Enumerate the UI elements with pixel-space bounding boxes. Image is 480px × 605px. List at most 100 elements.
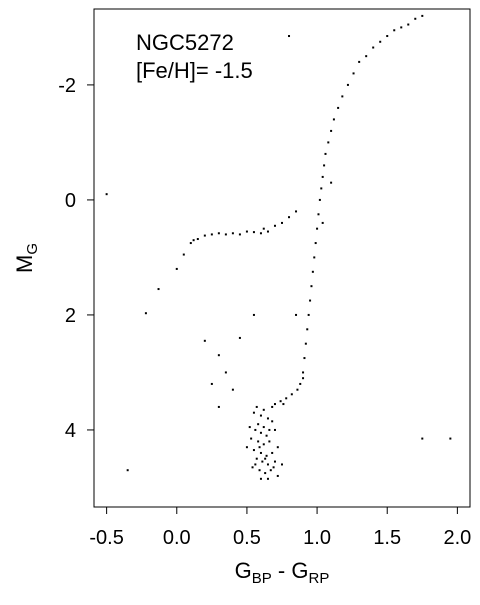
point [210, 233, 213, 236]
point [266, 417, 269, 420]
annotation: NGC5272 [136, 30, 234, 55]
point [421, 437, 424, 440]
point [311, 270, 314, 273]
point [414, 17, 417, 20]
x-label-part: - G [272, 558, 309, 583]
point [271, 420, 274, 423]
point [421, 14, 424, 17]
annotation: [Fe/H]= -1.5 [136, 58, 253, 83]
point [259, 477, 262, 480]
point [259, 232, 262, 235]
point [400, 26, 403, 29]
point [318, 198, 321, 201]
point [245, 446, 248, 449]
point [269, 469, 272, 472]
x-label-part: RP [308, 570, 329, 587]
point [266, 230, 269, 233]
point [224, 371, 227, 374]
point [303, 357, 306, 360]
point [273, 224, 276, 227]
point [266, 463, 269, 466]
point [272, 466, 275, 469]
point [282, 403, 285, 406]
point [257, 440, 260, 443]
point [276, 474, 279, 477]
point [265, 454, 268, 457]
x-tick-label: 2.0 [443, 527, 471, 549]
point [324, 152, 327, 155]
point [268, 440, 271, 443]
point [203, 234, 206, 237]
plot-frame [93, 8, 471, 508]
point [449, 437, 452, 440]
point [217, 232, 220, 235]
point [320, 187, 323, 190]
point [365, 55, 368, 58]
point [323, 164, 326, 167]
y-axis-label: MG [12, 243, 41, 273]
point [313, 256, 316, 259]
x-tick-label: 0.0 [163, 527, 191, 549]
point [265, 434, 268, 437]
point [258, 469, 261, 472]
x-tick-label: -0.5 [89, 527, 123, 549]
point [262, 426, 265, 429]
point [257, 423, 260, 426]
point [290, 393, 293, 396]
x-label-part: BP [252, 570, 272, 587]
point [352, 72, 355, 75]
point [175, 267, 178, 270]
point [273, 403, 276, 406]
point [316, 227, 319, 230]
y-label-part: G [24, 243, 41, 255]
point [248, 426, 251, 429]
x-tick-label: 1.0 [303, 527, 331, 549]
y-tick-label: 4 [65, 420, 76, 442]
point [288, 216, 291, 219]
point [231, 232, 234, 235]
point [271, 405, 274, 408]
y-tick-label: 0 [65, 190, 76, 212]
point [252, 231, 255, 234]
point [238, 336, 241, 339]
point [295, 313, 298, 316]
point [144, 312, 147, 315]
point [321, 175, 324, 178]
point [210, 382, 213, 385]
point [251, 466, 254, 469]
point [262, 443, 265, 446]
point [341, 95, 344, 98]
point [302, 371, 305, 374]
point [258, 446, 261, 449]
point [327, 141, 330, 144]
point [309, 299, 312, 302]
point [189, 242, 192, 245]
point [321, 221, 324, 224]
point [304, 342, 307, 345]
point [358, 60, 361, 63]
point [273, 428, 276, 431]
point [231, 388, 234, 391]
point [306, 328, 309, 331]
point [182, 253, 185, 256]
point [126, 469, 129, 472]
point [281, 221, 283, 224]
point [276, 446, 279, 449]
point [250, 437, 253, 440]
point [264, 472, 267, 475]
point [261, 460, 264, 463]
x-label-part: G [235, 558, 252, 583]
point [262, 227, 265, 230]
y-tick-label: 2 [65, 305, 76, 327]
point [407, 23, 410, 26]
point [259, 431, 262, 434]
point [255, 457, 258, 460]
point [255, 405, 258, 408]
point [379, 40, 382, 43]
point [192, 239, 195, 242]
point [302, 377, 305, 380]
point [252, 313, 255, 316]
point [262, 408, 265, 411]
point [386, 35, 389, 38]
point [196, 238, 199, 241]
